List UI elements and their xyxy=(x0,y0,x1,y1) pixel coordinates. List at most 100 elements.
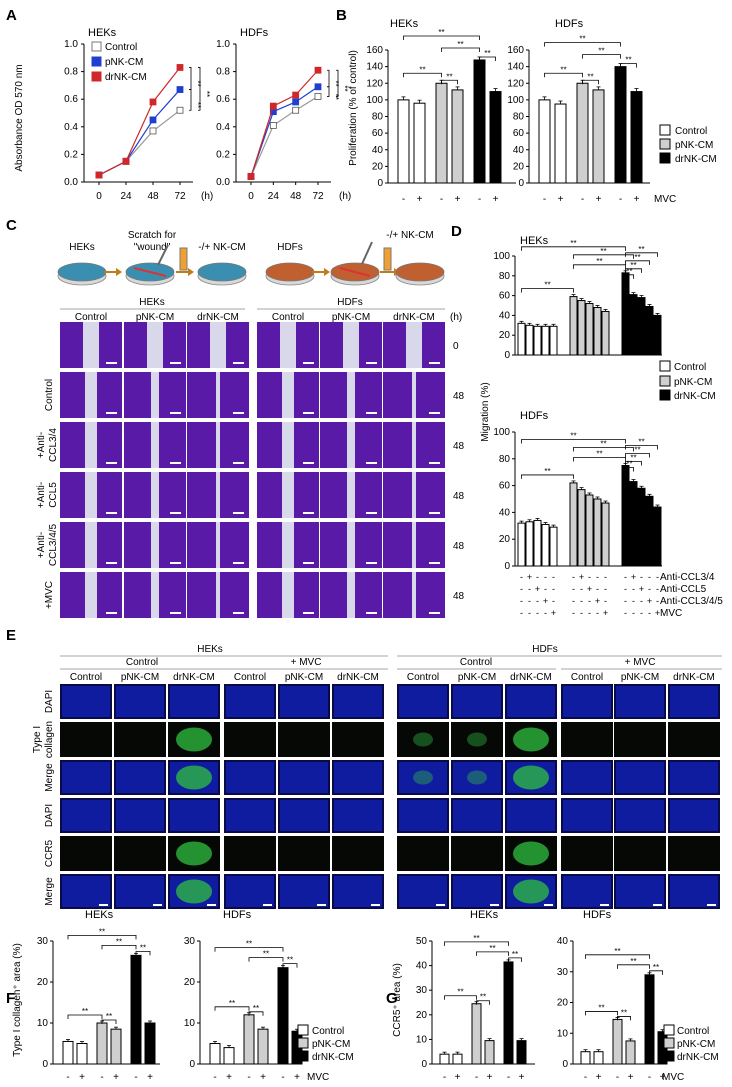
mvc-sign: + xyxy=(417,194,423,205)
column-label: drNK-CM xyxy=(510,672,552,683)
bar-14 xyxy=(653,314,662,356)
legend-swatch-drNK-CM xyxy=(659,152,671,164)
y-tick-label: 10 xyxy=(557,1028,569,1039)
sig-bracket xyxy=(403,72,442,78)
y-tick-label: 30 xyxy=(557,967,569,978)
sig-marker: ** xyxy=(579,35,585,44)
fluorescence-image xyxy=(332,836,384,871)
mvc-label: MVC xyxy=(654,194,676,205)
x-unit: (h) xyxy=(339,191,351,202)
legend-label: Control xyxy=(674,362,706,373)
bar-10 xyxy=(621,272,630,356)
y-tick-label: 0.0 xyxy=(64,177,78,188)
sig-marker: ** xyxy=(473,934,479,943)
group-label: HDFs xyxy=(337,297,363,308)
dapi-signal xyxy=(399,762,447,793)
legend-swatch-Control xyxy=(91,41,102,52)
fluorescence-image xyxy=(614,722,666,757)
data-point-Control xyxy=(292,106,300,114)
legend-label: Control xyxy=(677,1026,709,1037)
y-tick-label: 10 xyxy=(37,1018,49,1029)
subgroup-label: Control xyxy=(126,657,158,668)
treatment-sign: + xyxy=(595,596,600,606)
time-label: 48 xyxy=(453,491,465,502)
sig-bracket xyxy=(625,268,642,273)
data-point-pNK-CM xyxy=(149,116,157,124)
row-label: collagen xyxy=(44,721,55,758)
panelG-ylabel: CCR5⁺ area (%) xyxy=(392,963,403,1037)
bar-8 xyxy=(593,498,602,567)
sig-marker: ** xyxy=(634,446,640,455)
group-label: HEKs xyxy=(139,297,165,308)
panel-label-B: B xyxy=(336,7,347,24)
wound-gap xyxy=(151,422,159,468)
y-tick-label: 30 xyxy=(416,985,428,996)
green-signal xyxy=(176,727,212,752)
treatment-sign: - xyxy=(656,584,659,594)
fluorescence-image xyxy=(561,836,613,871)
x-tick-label: 48 xyxy=(290,191,302,202)
sig-marker: ** xyxy=(630,957,636,966)
row-label: CCL5 xyxy=(48,482,59,508)
series-line-pNK-CM xyxy=(250,86,319,177)
sig-bracket xyxy=(476,1000,490,1005)
dapi-signal xyxy=(507,686,555,717)
bar-0 xyxy=(580,1051,591,1065)
wound-gap xyxy=(412,372,416,418)
treatment-sign: + xyxy=(639,584,644,594)
bar-2 xyxy=(533,325,542,356)
mvc-sign: - xyxy=(478,194,481,205)
sig-marker: ** xyxy=(489,944,495,953)
treatment-sign: - xyxy=(552,572,555,582)
treatment-sign: - xyxy=(624,596,627,606)
bar-10 xyxy=(621,465,630,567)
panelF-title: HEKs xyxy=(85,909,114,921)
dapi-signal xyxy=(226,800,274,831)
mvc-sign: + xyxy=(455,194,461,205)
sig-bracket xyxy=(101,944,137,950)
dapi-signal xyxy=(453,686,501,717)
row-label: +MVC xyxy=(44,581,55,609)
dapi-signal xyxy=(507,800,555,831)
dapi-signal xyxy=(563,876,611,907)
mvc-label: MVC xyxy=(307,1072,329,1083)
sig-marker: ** xyxy=(621,1008,627,1017)
y-tick-label: 60 xyxy=(499,481,511,492)
bar-12 xyxy=(637,297,646,356)
column-label: Control xyxy=(272,312,304,323)
wound-gap xyxy=(347,422,355,468)
mvc-sign: + xyxy=(79,1072,85,1083)
dapi-signal xyxy=(226,686,274,717)
mvc-sign: + xyxy=(487,1072,493,1083)
y-tick-label: 0 xyxy=(377,178,383,189)
column-label: Control xyxy=(70,672,102,683)
mvc-sign: - xyxy=(584,1072,587,1083)
y-tick-label: 0.6 xyxy=(216,94,230,105)
pipette xyxy=(157,244,169,266)
mvc-sign: + xyxy=(226,1072,232,1083)
bar-2 xyxy=(435,82,448,184)
legend-swatch-Control xyxy=(659,124,671,136)
y-tick-label: 80 xyxy=(372,112,384,123)
sig-marker: ** xyxy=(630,261,636,270)
treatment-sign: - xyxy=(572,572,575,582)
y-tick-label: 1.0 xyxy=(64,39,78,50)
treatment-sign: - xyxy=(640,596,643,606)
legend-swatch xyxy=(663,1050,675,1062)
row-label: CCL3/4/5 xyxy=(48,523,59,566)
dapi-signal xyxy=(670,876,718,907)
x-tick-label: 0 xyxy=(248,191,254,202)
fluorescence-image xyxy=(60,836,112,871)
bar-6 xyxy=(577,489,586,567)
row-label: Merge xyxy=(44,763,55,792)
wound-gap xyxy=(216,472,220,518)
sig-marker: ** xyxy=(253,1004,259,1013)
dapi-signal xyxy=(399,686,447,717)
wound-gap xyxy=(216,372,220,418)
x-tick-label: 48 xyxy=(147,191,159,202)
dapi-signal xyxy=(62,800,110,831)
treatment-sign: - xyxy=(604,572,607,582)
bar-6 xyxy=(577,300,586,356)
bar-0 xyxy=(209,1043,221,1065)
sig-bracket xyxy=(67,934,137,940)
